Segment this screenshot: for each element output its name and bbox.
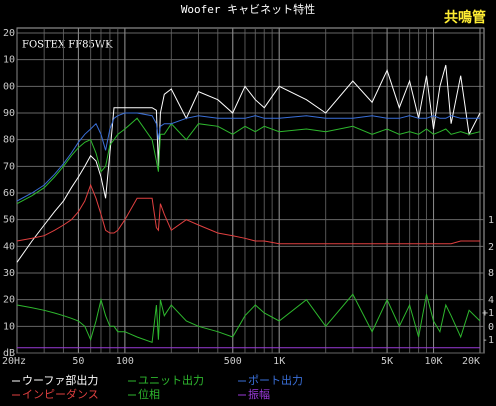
series-line [16,64,481,263]
legend-label: ポート出力 [248,373,303,387]
right-axis-label: 0 [488,322,494,333]
legend-label: 位相 [138,387,160,401]
x-tick-label: 50 [72,356,84,367]
series-line [16,293,481,343]
right-axis-label: 8 [488,268,494,279]
y-tick-label: 00 [3,81,15,92]
right-axis-label: 2 [488,242,494,253]
annotation: FOSTEX FF85WK [22,40,113,51]
y-tick-label: 80 [3,135,15,146]
x-tick-label: 1K [273,356,285,367]
badge: 共鳴管 [444,9,486,26]
y-tick-label: dB [3,348,15,359]
x-tick-label: 10K [425,356,443,367]
y-tick-label: 10 [3,321,15,332]
x-tick-label: 100 [116,356,134,367]
right-axis-label: 4 [488,295,494,306]
chart-title: Woofer キャビネット特性 [181,2,315,16]
y-tick-label: 50 [3,215,15,226]
legend-label: ウーファ部出力 [22,373,98,387]
y-tick-label: 20 [3,28,15,39]
y-tick-label: 10 [3,55,15,66]
legend-label: 振幅 [248,387,270,401]
x-tick-label: 500 [224,356,242,367]
series-line [16,117,481,205]
y-tick-label: 70 [3,161,15,172]
right-axis-label: -1 [482,335,494,346]
legend-label: ユニット出力 [138,373,204,387]
right-axis-label: 1 [488,215,494,226]
series-line [16,112,480,202]
right-axis-label: +1 [482,308,494,319]
y-tick-label: 60 [3,188,15,199]
y-tick-label: 90 [3,108,15,119]
x-tick-label: 20Hz [2,356,26,367]
y-tick-label: 40 [3,241,15,252]
plot-frame [16,27,485,354]
x-tick-label: 5K [381,356,393,367]
series-line [16,183,480,245]
y-tick-label: 30 [3,268,15,279]
y-tick-label: 20 [3,295,15,306]
legend-label: インピーダンス [22,387,99,401]
x-tick-label: 20K [462,356,480,367]
